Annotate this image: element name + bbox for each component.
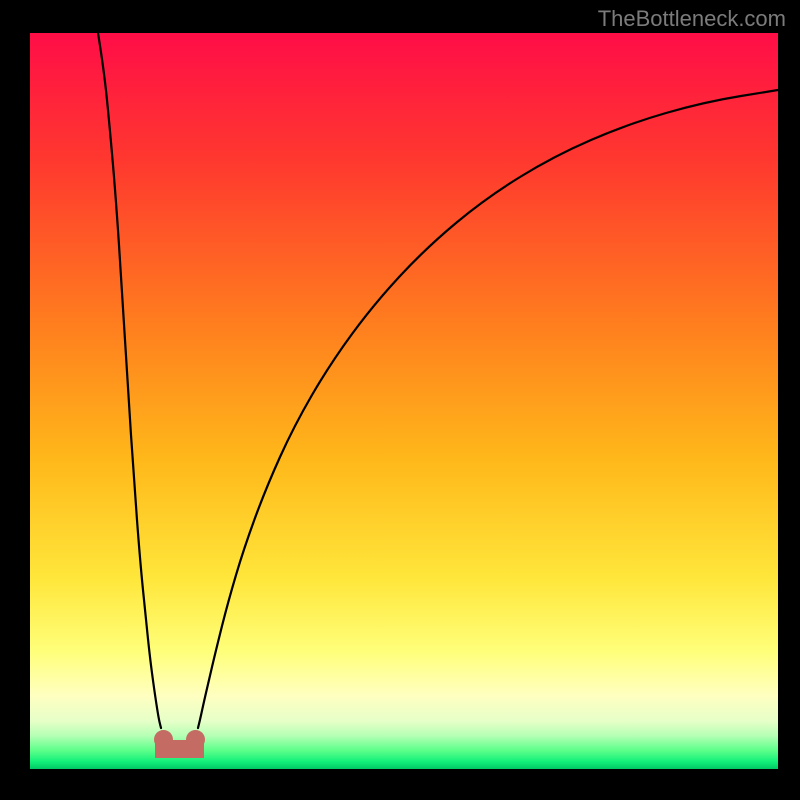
bottleneck-chart <box>30 33 778 769</box>
watermark-text: TheBottleneck.com <box>598 6 786 32</box>
chart-background <box>30 33 778 769</box>
